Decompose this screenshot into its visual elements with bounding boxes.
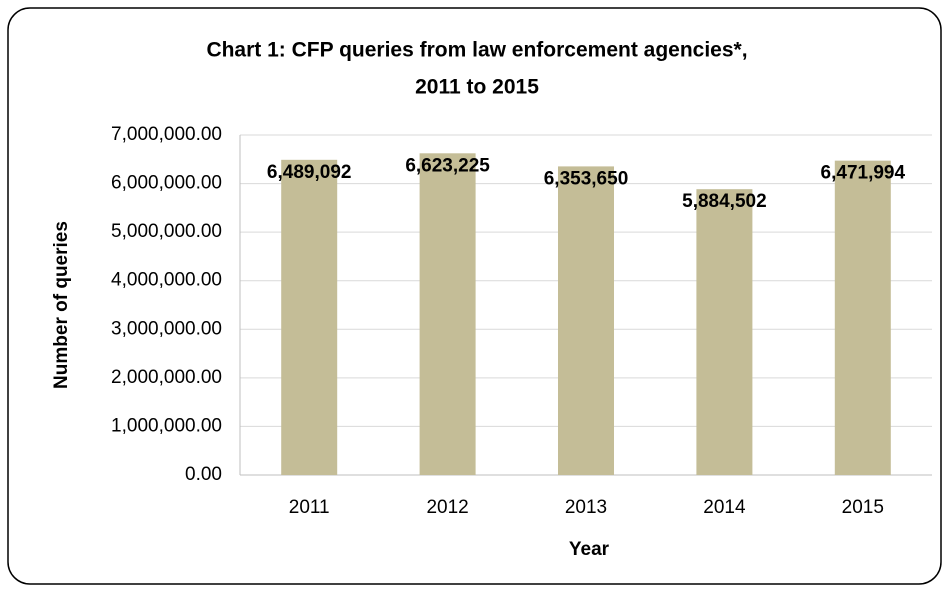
x-tick-label: 2015: [842, 497, 884, 518]
data-label: 5,884,502: [682, 191, 767, 212]
data-label: 6,623,225: [405, 155, 490, 176]
x-tick-label: 2011: [289, 497, 330, 518]
y-tick-label: 5,000,000.00: [111, 221, 222, 242]
data-label: 6,489,092: [267, 162, 352, 183]
y-tick-label: 6,000,000.00: [111, 173, 222, 194]
y-axis-label: Number of queries: [51, 221, 72, 389]
x-tick-label: 2012: [426, 497, 468, 518]
bar: [558, 166, 614, 475]
bar: [696, 189, 753, 475]
y-tick-label: 4,000,000.00: [111, 270, 222, 291]
bar: [281, 159, 338, 475]
x-axis-label: Year: [569, 539, 610, 560]
y-tick-label: 3,000,000.00: [111, 318, 222, 339]
x-tick-label: 2014: [703, 497, 746, 518]
chart-title: Chart 1: CFP queries from law enforcemen…: [206, 39, 747, 62]
y-tick-label: 7,000,000.00: [111, 124, 222, 145]
y-tick-label: 2,000,000.00: [111, 367, 222, 388]
chart-title: 2011 to 2015: [415, 76, 539, 99]
x-tick-label: 2013: [565, 497, 607, 518]
data-label: 6,471,994: [821, 163, 906, 184]
data-label: 6,353,650: [544, 168, 629, 189]
bar: [419, 153, 476, 475]
bar: [834, 160, 891, 476]
y-tick-label: 1,000,000.00: [111, 415, 222, 436]
y-tick-label: 0.00: [185, 464, 222, 485]
